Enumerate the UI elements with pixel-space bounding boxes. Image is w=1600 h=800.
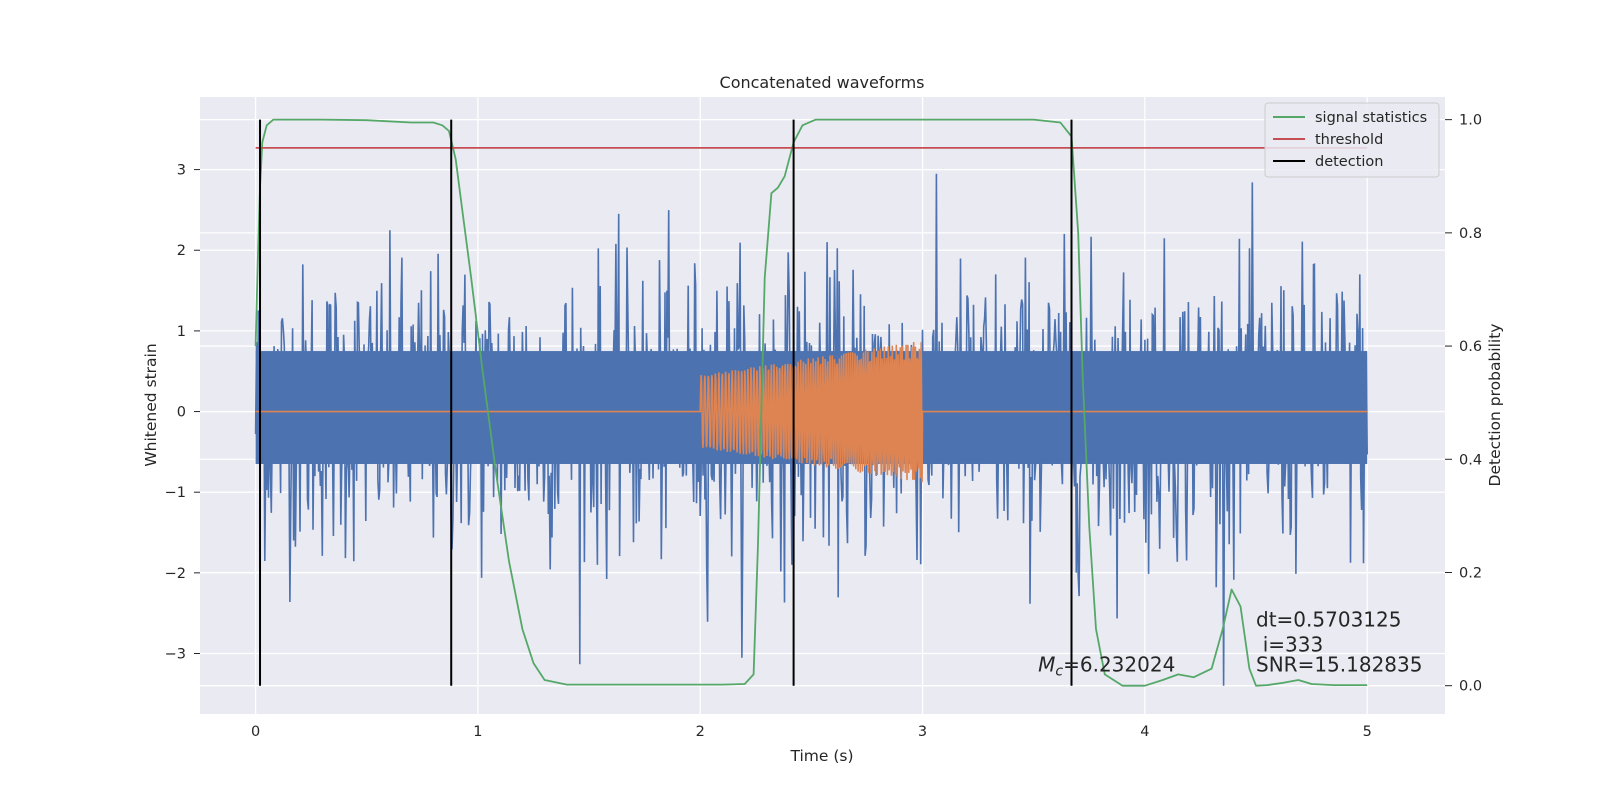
- x-tick-label: 0: [251, 724, 260, 740]
- y-right-tick-label: 0.4: [1459, 452, 1482, 468]
- legend-label: detection: [1315, 154, 1383, 170]
- y-right-tick-label: 1.0: [1459, 113, 1482, 129]
- y-axis-right-label: Detection probability: [1486, 324, 1504, 487]
- x-tick-label: 2: [696, 724, 705, 740]
- x-tick-label: 3: [918, 724, 927, 740]
- annotations: Mc=6.232024 dt=0.5703125i=333SNR=15.18283…: [1038, 607, 1422, 679]
- chart-title: Concatenated waveforms: [720, 73, 925, 92]
- signal-statistics-line: [254, 118, 1368, 687]
- annotation-text: i=333: [1263, 633, 1324, 657]
- x-tick-label: 1: [473, 724, 482, 740]
- annotation-text: Mc=6.232024: [1038, 653, 1175, 680]
- series-layer: [254, 118, 1368, 687]
- legend-label: signal statistics: [1315, 110, 1427, 126]
- annotation-text: SNR=15.182835: [1256, 653, 1422, 677]
- annotation-text: dt=0.5703125: [1256, 607, 1401, 631]
- y-right-tick-label: 0.8: [1459, 226, 1482, 242]
- y-left-tick-label: −2: [165, 566, 186, 582]
- x-tick-label: 5: [1363, 724, 1372, 740]
- legend: signal statistics threshold detection: [1264, 102, 1440, 178]
- y-left-tick-label: 0: [177, 405, 186, 421]
- legend-box: [1264, 102, 1440, 178]
- chirp-template-line: [255, 341, 1368, 483]
- y-left-tick-label: −1: [165, 485, 186, 501]
- axes: 0 1 2 3 4 5 −3 −2 −1 0 1 2 3 0.0 0.2 0.4 0.6 0.8 1.0: [165, 113, 1482, 740]
- y-right-tick-label: 0.2: [1459, 565, 1482, 581]
- x-axis-label: Time (s): [789, 747, 853, 765]
- y-left-tick-label: 3: [177, 163, 186, 179]
- y-left-tick-label: 2: [177, 243, 186, 259]
- legend-label: threshold: [1315, 132, 1383, 148]
- y-right-tick-label: 0.0: [1459, 679, 1482, 695]
- y-left-tick-label: −3: [165, 647, 186, 663]
- y-right-tick-label: 0.6: [1459, 339, 1482, 355]
- y-left-tick-label: 1: [177, 324, 186, 340]
- y-axis-left-label: Whitened strain: [142, 343, 160, 466]
- x-tick-label: 4: [1140, 724, 1149, 740]
